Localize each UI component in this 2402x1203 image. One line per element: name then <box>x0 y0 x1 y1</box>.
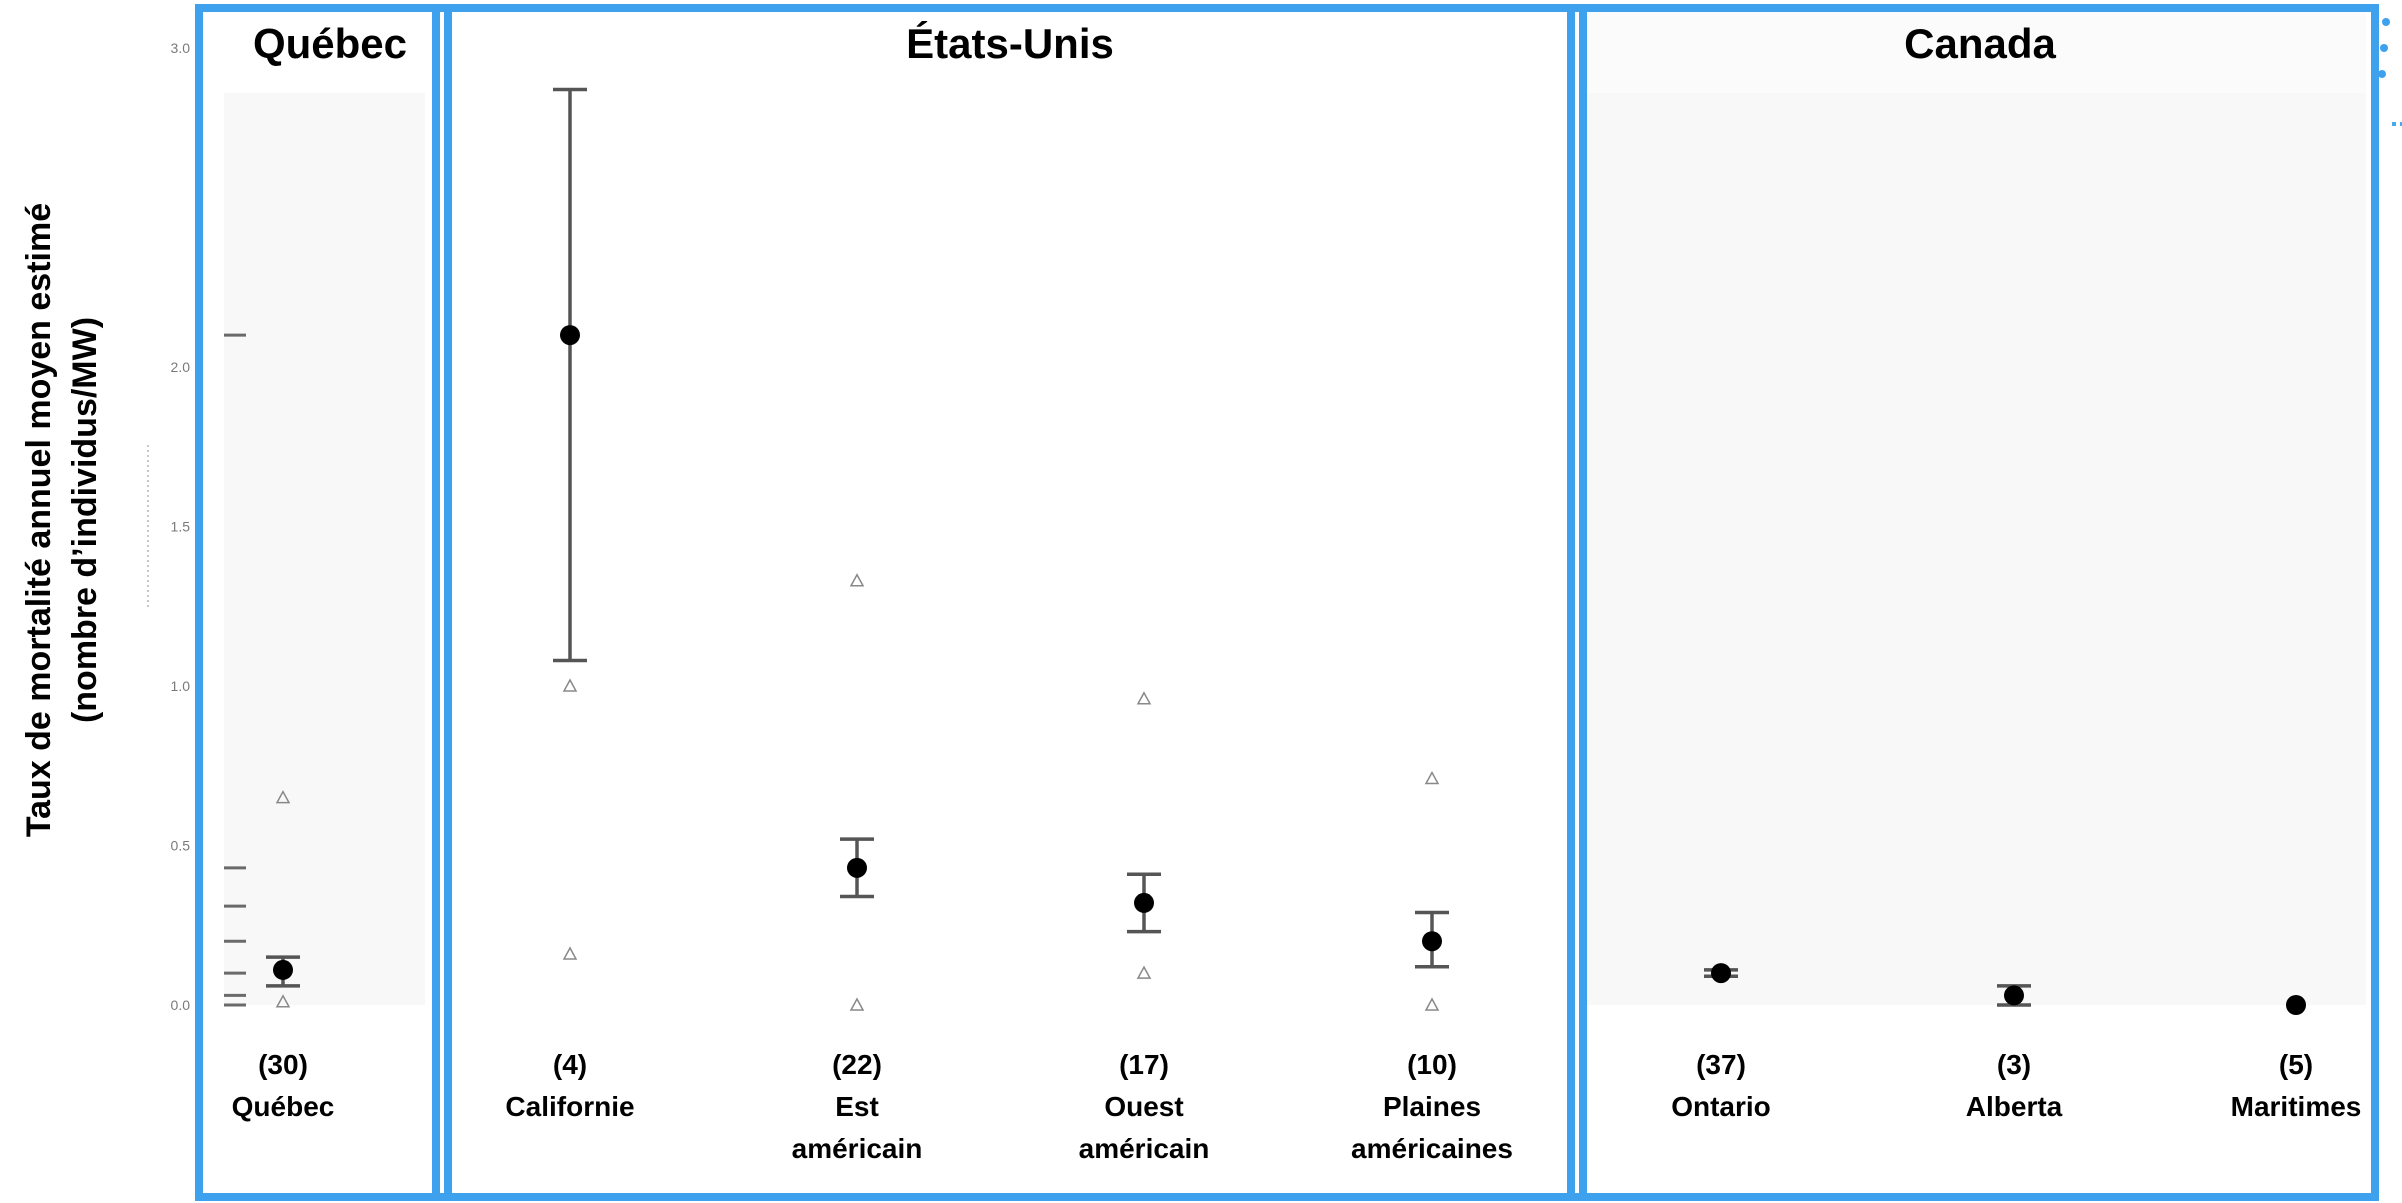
category-count: (37) <box>1696 1049 1746 1080</box>
y-tick-label: 1.0 <box>171 678 191 694</box>
category-label: américain <box>792 1133 923 1164</box>
mean-point <box>847 857 867 878</box>
y-axis-title-line1: Taux de mortalité annuel moyen estimé <box>20 203 58 837</box>
frame-dot <box>2380 44 2388 52</box>
max-triangle-point <box>1424 770 1440 785</box>
y-tick-label: 0.5 <box>171 838 191 854</box>
min-triangle-point <box>1424 997 1440 1011</box>
mean-point <box>273 959 293 980</box>
y-tick-label: 1.5 <box>171 519 191 535</box>
panel-title: Québec <box>253 20 407 67</box>
mean-point <box>2286 995 2306 1015</box>
category-count: (4) <box>553 1049 587 1080</box>
category-label: Ontario <box>1671 1091 1771 1122</box>
panel-title: États-Unis <box>906 20 1114 67</box>
category-label: Québec <box>232 1091 335 1122</box>
category-label: Alberta <box>1966 1091 2063 1122</box>
mean-point <box>1422 931 1442 952</box>
panel-background <box>1584 93 2366 1005</box>
category-label: Maritimes <box>2231 1091 2362 1122</box>
category-count: (10) <box>1407 1049 1457 1080</box>
min-triangle-point <box>849 997 865 1011</box>
category-label: Ouest <box>1104 1091 1183 1122</box>
mean-point <box>560 325 580 346</box>
max-triangle-point <box>1136 691 1152 705</box>
mean-point <box>2004 985 2024 1006</box>
min-triangle-point <box>275 994 291 1008</box>
frame-dot <box>2378 70 2386 78</box>
panel-title: Canada <box>1904 20 2056 67</box>
category-count: (5) <box>2279 1049 2313 1080</box>
category-label: Est <box>835 1091 879 1122</box>
panel-title-background <box>1584 12 2366 93</box>
min-triangle-point <box>562 946 578 960</box>
y-axis-title-line2: (nombre d’individus/MW) <box>66 317 104 723</box>
max-triangle-point <box>275 790 291 804</box>
mean-point <box>1134 892 1154 913</box>
y-tick-label: 2.0 <box>171 359 191 375</box>
category-label: américaines <box>1351 1133 1513 1164</box>
panel-background <box>224 93 425 1005</box>
min-triangle-point <box>1136 965 1152 979</box>
category-count: (3) <box>1997 1049 2031 1080</box>
category-label: Plaines <box>1383 1091 1481 1122</box>
category-label: Californie <box>505 1091 634 1122</box>
category-count: (30) <box>258 1049 308 1080</box>
category-count: (17) <box>1119 1049 1169 1080</box>
mean-point <box>1711 963 1731 984</box>
category-count: (22) <box>832 1049 882 1080</box>
category-label: américain <box>1079 1133 1210 1164</box>
y-tick-label: 0.0 <box>171 997 191 1013</box>
frame-dot <box>2382 18 2390 26</box>
max-triangle-point <box>849 573 865 587</box>
y-axis-title: Taux de mortalité annuel moyen estimé (no… <box>20 203 104 837</box>
y-tick-label: 3.0 <box>171 40 191 56</box>
max-triangle-point <box>562 678 578 692</box>
